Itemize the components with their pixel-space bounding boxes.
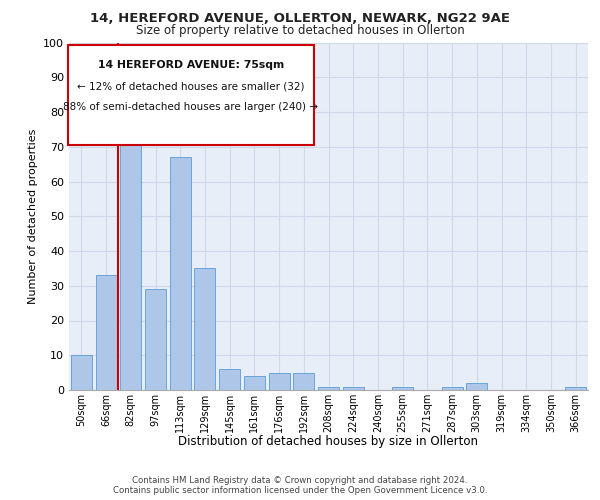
Bar: [565, 386, 586, 390]
Bar: [145, 289, 166, 390]
Bar: [442, 386, 463, 390]
Bar: [318, 386, 339, 390]
Text: 14 HEREFORD AVENUE: 75sqm: 14 HEREFORD AVENUE: 75sqm: [98, 60, 284, 70]
Text: 88% of semi-detached houses are larger (240) →: 88% of semi-detached houses are larger (…: [64, 102, 319, 112]
Bar: [293, 372, 314, 390]
Bar: [219, 369, 240, 390]
Text: Contains HM Land Registry data © Crown copyright and database right 2024.
Contai: Contains HM Land Registry data © Crown c…: [113, 476, 487, 495]
Text: Size of property relative to detached houses in Ollerton: Size of property relative to detached ho…: [136, 24, 464, 37]
Bar: [170, 157, 191, 390]
Bar: [95, 276, 116, 390]
Bar: [194, 268, 215, 390]
X-axis label: Distribution of detached houses by size in Ollerton: Distribution of detached houses by size …: [179, 435, 479, 448]
Y-axis label: Number of detached properties: Number of detached properties: [28, 128, 38, 304]
Bar: [71, 355, 92, 390]
Text: ← 12% of detached houses are smaller (32): ← 12% of detached houses are smaller (32…: [77, 82, 305, 92]
Bar: [269, 372, 290, 390]
Text: 14, HEREFORD AVENUE, OLLERTON, NEWARK, NG22 9AE: 14, HEREFORD AVENUE, OLLERTON, NEWARK, N…: [90, 12, 510, 26]
Bar: [244, 376, 265, 390]
Bar: [120, 119, 141, 390]
Bar: [392, 386, 413, 390]
Bar: [343, 386, 364, 390]
Bar: [466, 383, 487, 390]
